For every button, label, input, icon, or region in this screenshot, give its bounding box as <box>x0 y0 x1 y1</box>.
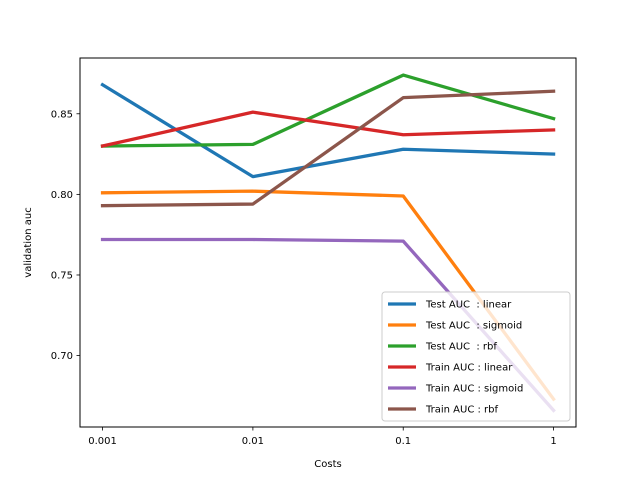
x-axis-ticks: 0.001 0.01 0.1 1 <box>88 427 557 447</box>
x-tick-label: 1 <box>550 436 556 447</box>
legend-label: Test AUC : sigmoid <box>425 321 522 332</box>
y-tick-label: 0.70 <box>51 351 73 362</box>
legend-label: Test AUC : rbf <box>425 342 497 353</box>
x-axis-label: Costs <box>314 459 341 470</box>
series-line-4 <box>100 110 556 148</box>
legend-label: Test AUC : linear <box>425 300 512 311</box>
x-tick-label: 0.001 <box>88 436 117 447</box>
legend-label: Train AUC : linear <box>425 363 513 374</box>
legend-box <box>381 291 571 422</box>
x-tick-label: 0.01 <box>242 436 264 447</box>
y-tick-label: 0.75 <box>51 270 73 281</box>
legend: Test AUC : linear Test AUC : sigmoid Test … <box>381 291 571 422</box>
y-tick-label: 0.80 <box>51 190 73 201</box>
plot-frame <box>79 57 577 428</box>
x-tick-label: 0.1 <box>395 436 411 447</box>
legend-label: Train AUC : sigmoid <box>425 384 523 395</box>
series-lines <box>100 73 556 413</box>
legend-label: Train AUC : rbf <box>425 405 499 416</box>
series-line-6 <box>100 89 556 208</box>
y-tick-label: 0.85 <box>51 109 73 120</box>
y-axis-label: validation auc <box>23 207 34 277</box>
series-line-3 <box>100 73 556 148</box>
y-axis-ticks: 0.70 0.75 0.80 0.85 <box>51 109 80 362</box>
